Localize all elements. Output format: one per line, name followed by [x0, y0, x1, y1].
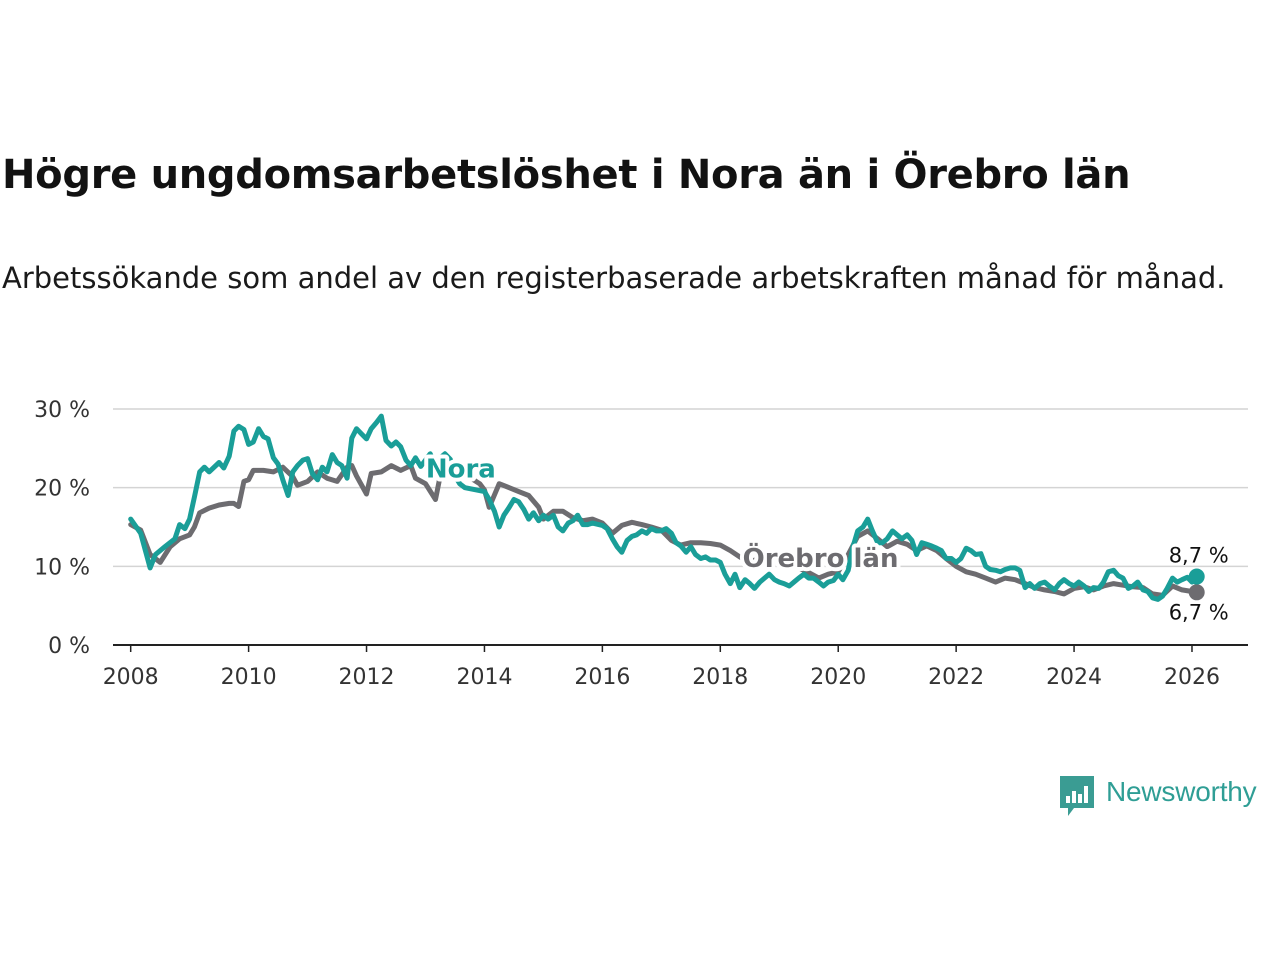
series-label-halo: Örebro län — [743, 541, 899, 574]
end-value-label: 6,7 % — [1169, 600, 1229, 624]
y-tick-label: 30 % — [34, 398, 90, 423]
y-tick-label: 20 % — [34, 477, 90, 502]
series-label: Nora — [426, 454, 496, 484]
series-line-nora — [128, 413, 1200, 602]
series-lines — [128, 413, 1200, 602]
x-tick-label: 2010 — [221, 665, 277, 690]
brand-name: Newsworthy — [1106, 776, 1257, 807]
newsworthy-logo[interactable]: Newsworthy — [1058, 772, 1280, 820]
x-tick-label: 2024 — [1046, 665, 1102, 690]
end-value-label: 8,7 % — [1169, 544, 1229, 568]
series-label: Örebro län — [743, 541, 899, 574]
x-tick-label: 2026 — [1164, 665, 1220, 690]
series-line--rebro-l-n — [128, 463, 1200, 598]
newsworthy-logo-icon — [1060, 776, 1094, 816]
series-end-markers: 6,7 % 8,7 % — [1169, 544, 1229, 625]
y-tick-label: 10 % — [34, 555, 90, 580]
x-tick-label: 2016 — [574, 665, 630, 690]
x-tick-label: 2018 — [692, 665, 748, 690]
x-axis-ticks: 2008 2010 2012 2014 2016 2018 2020 2022 2024 2026 — [103, 645, 1220, 690]
x-tick-label: 2020 — [810, 665, 866, 690]
x-tick-label: 2012 — [339, 665, 395, 690]
y-tick-label: 0 % — [48, 634, 90, 659]
x-tick-label: 2008 — [103, 665, 159, 690]
gridlines — [113, 408, 1248, 568]
x-tick-label: 2014 — [456, 665, 512, 690]
series-label-halo: Nora — [426, 454, 496, 484]
chart-subtitle: Arbetssökande som andel av den registerb… — [2, 261, 1226, 295]
y-axis-tick-labels: 0 % 10 % 20 % 30 % — [34, 398, 90, 659]
end-marker — [1188, 584, 1205, 601]
line-chart: 0 % 10 % 20 % 30 % 2008 2010 2012 2014 2016 2018… — [34, 398, 1248, 690]
chart-title: Högre ungdomsarbetslöshet i Nora än i Ör… — [2, 152, 1131, 198]
end-marker — [1188, 568, 1205, 585]
x-tick-label: 2022 — [928, 665, 984, 690]
